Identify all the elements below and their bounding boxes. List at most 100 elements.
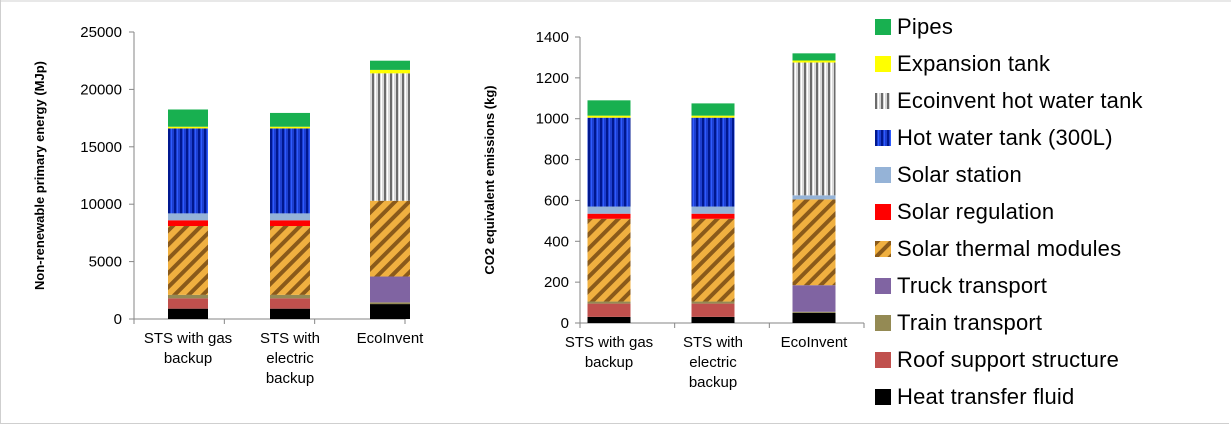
legend-swatch [875,352,891,368]
x-tick-label: backup [689,374,737,391]
legend-label: Solar station [897,162,1022,187]
legend-item: Ecoinvent hot water tank [875,86,1143,116]
bar-segment [691,206,735,214]
bar-segment [587,117,631,207]
bar-segment [691,213,735,219]
legend-label: Ecoinvent hot water tank [897,88,1143,113]
legend-swatch [875,93,891,109]
bar-segment [168,298,208,309]
legend-item: Hot water tank (300L) [875,123,1113,153]
legend-swatch [875,241,891,257]
legend-swatch [875,56,891,72]
bar-segment [587,100,631,116]
y-axis-title: Non-renewable primary energy (MJp) [32,61,47,290]
x-tick-label: STS with [683,334,743,351]
legend-swatch [875,130,891,146]
bar-segment [370,60,410,70]
legend-item: Roof support structure [875,345,1119,375]
bar-segment [792,199,836,286]
y-tick-label: 15000 [80,139,122,156]
chart-1: 0 5000 10000 15000 20000 25000 Non-renewable p… [32,24,424,387]
bar-segment [168,308,208,319]
bar-segment [168,128,208,214]
x-tick-label: STS with gas [144,330,232,347]
bar-segment [587,115,631,118]
x-tick-label: electric [266,350,314,367]
legend-item: Expansion tank [875,49,1050,79]
bar-segment [270,308,310,319]
bar-segment [370,73,410,201]
y-tick-label: 25000 [80,24,122,41]
x-tick-label: EcoInvent [781,334,849,351]
bar-segment [168,126,208,129]
x-tick-label: electric [689,354,737,371]
bar-segment [270,220,310,227]
legend-label: Pipes [897,14,954,39]
legend-item: Solar thermal modules [875,234,1121,264]
y-tick-label: 200 [544,274,569,291]
legend-swatch [875,389,891,405]
x-tick-label: STS with gas [565,334,653,351]
bar-segment [168,220,208,227]
legend-swatch [875,19,891,35]
bar-segment [168,226,208,295]
bar-segment [370,304,410,319]
x-tick-label: EcoInvent [357,330,425,347]
legend-item: Solar regulation [875,197,1054,227]
legend-label: Expansion tank [897,51,1051,76]
y-tick-label: 1200 [536,70,569,87]
legend-item: Train transport [875,308,1042,338]
bar-segment [792,195,836,200]
bar-segment [168,109,208,127]
x-tick-label: backup [164,350,212,367]
legend-item: Solar station [875,160,1022,190]
legend-swatch [875,315,891,331]
bar-segment [792,312,836,323]
legend-label: Solar thermal modules [897,236,1122,261]
y-tick-label: 5000 [89,254,122,271]
bar-segment [270,128,310,214]
legend-label: Heat transfer fluid [897,384,1075,409]
bar-segment [587,213,631,219]
bar-segment [168,294,208,299]
y-tick-label: 600 [544,192,569,209]
legend-item: Truck transport [875,271,1047,301]
legend-label: Roof support structure [897,347,1120,372]
y-tick-label: 10000 [80,196,122,213]
bar-segment [370,69,410,74]
y-tick-label: 0 [114,311,122,328]
bar-segment [370,302,410,305]
bar-segment [270,126,310,129]
bar-segment [168,213,208,221]
x-tick-label: STS with [260,330,320,347]
bar-segment [792,285,836,312]
y-tick-label: 20000 [80,81,122,98]
y-axis-title: CO2 equivalent emissions (kg) [482,85,497,274]
bar-segment [691,218,735,302]
bar-segment [587,303,631,317]
chart-2: 0 200 400 600 800 1000 1200 1400 CO2 equivalent … [482,29,865,391]
bar-segment [691,303,735,317]
bar-segment [691,316,735,323]
bar-segment [792,53,836,61]
bar-segment [587,301,631,304]
x-tick-label: backup [585,354,633,371]
bar-segment [691,115,735,118]
bar-segment [587,206,631,214]
bar-segment [792,60,836,63]
legend-item: Heat transfer fluid [875,382,1074,412]
bar-segment [270,298,310,309]
bar-segment [587,316,631,323]
bar-segment [691,103,735,116]
legend-swatch [875,204,891,220]
legend-swatch [875,167,891,183]
bar-segment [370,200,410,277]
y-tick-label: 800 [544,152,569,169]
bar-segment [792,62,836,196]
y-tick-label: 1000 [536,111,569,128]
bar-segment [270,213,310,221]
bar-segment [691,117,735,207]
bar-segment [270,294,310,299]
